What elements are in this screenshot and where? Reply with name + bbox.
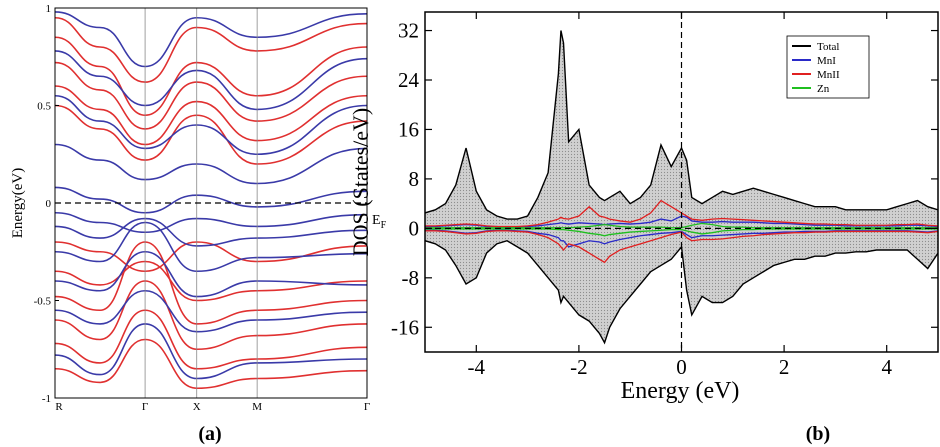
dos-line-zn-down (425, 228, 938, 237)
band-y-tick-label: -1 (42, 393, 51, 405)
dos-y-tick-label: 0 (409, 216, 420, 240)
dos-line-total-down (425, 239, 938, 345)
band-line (55, 11, 367, 68)
band-line (55, 250, 367, 298)
band-line (55, 309, 367, 370)
legend-entry: MnI (817, 55, 836, 67)
dos-x-tick-label: -2 (570, 355, 588, 379)
band-line (55, 104, 367, 165)
band-line (55, 221, 367, 273)
dos-y-ticks: -16 -8 0 8 16 24 32 (391, 19, 938, 339)
dos-x-ticks: -4 -2 0 2 4 (468, 12, 892, 379)
fermi-label-main: E (372, 213, 381, 228)
dos-y-axis-label: DOS (States/eV) (348, 108, 373, 256)
band-y-axis-label: Energy(eV) (10, 168, 26, 239)
dos-line-total-up (425, 30, 938, 220)
band-line (55, 217, 367, 247)
legend-entry: Total (817, 41, 839, 53)
band-line (55, 211, 367, 234)
band-y-tick-label: -0.5 (34, 296, 52, 308)
legend-entry: Zn (817, 83, 830, 95)
band-line (55, 16, 367, 83)
dos-y-tick-label: -8 (402, 266, 420, 290)
band-line (55, 241, 367, 325)
legend-entry: MnII (817, 69, 840, 81)
dos-line-mnii-up (425, 199, 938, 228)
band-structure-panel: -1 -0.5 0 0.5 1 R Γ X M Γ Energy(eV) EF (a) (10, 3, 387, 445)
dos-x-tick-label: 0 (676, 355, 687, 379)
dos-y-tick-label: 24 (398, 68, 420, 92)
band-line (55, 280, 367, 351)
band-line (55, 94, 367, 156)
band-line (55, 36, 367, 117)
dos-y-tick-label: 16 (398, 117, 419, 141)
band-line (55, 50, 367, 111)
dos-y-tick-label: 32 (398, 19, 419, 43)
band-line (55, 260, 367, 302)
band-k-label: Γ (364, 401, 370, 413)
dos-x-tick-label: 2 (779, 355, 790, 379)
panel-b-label: (b) (806, 423, 830, 445)
dos-legend: Total MnI MnII Zn (786, 35, 870, 99)
band-k-label: X (193, 401, 201, 413)
panel-a-label: (a) (198, 423, 221, 445)
band-line (55, 85, 367, 146)
dos-y-tick-label: 8 (409, 167, 420, 191)
band-line (55, 323, 367, 380)
fermi-label-sub: F (381, 220, 387, 231)
band-line (55, 143, 367, 185)
band-lines (55, 11, 367, 390)
band-k-label: R (55, 401, 63, 413)
band-line (55, 61, 367, 130)
fermi-level-label: EF (372, 213, 387, 231)
dos-x-axis-label: Energy (eV) (621, 378, 740, 404)
dos-series-lines (425, 30, 938, 345)
band-k-label: M (252, 401, 262, 413)
band-y-tick-label: 0 (46, 198, 52, 210)
band-line (55, 186, 367, 214)
dos-line-mnii-down (425, 230, 938, 264)
dos-line-zn-up (425, 222, 938, 229)
dos-y-tick-label: -16 (391, 315, 419, 339)
band-line (55, 289, 367, 333)
band-y-tick-label: 0.5 (37, 101, 51, 113)
band-line (55, 338, 367, 390)
band-k-label: Γ (142, 401, 148, 413)
band-line (55, 241, 367, 273)
band-y-tick-label: 1 (46, 3, 52, 15)
band-y-ticks: -1 -0.5 0 0.5 1 (34, 3, 59, 405)
dos-x-tick-label: 4 (881, 355, 892, 379)
dos-x-tick-label: -4 (468, 355, 486, 379)
